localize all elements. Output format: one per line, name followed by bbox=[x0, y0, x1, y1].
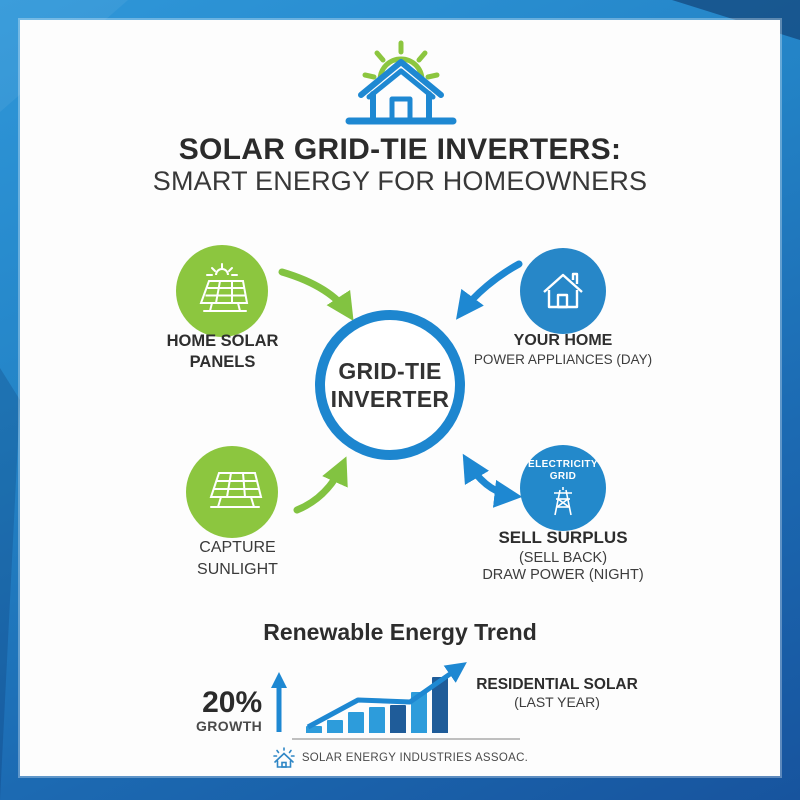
home-icon bbox=[543, 272, 583, 309]
label-sell-surplus: SELL SURPLUS (SELL BACK) DRAW POWER (NIG… bbox=[482, 528, 644, 583]
trend-bar bbox=[432, 677, 448, 733]
solar-panel-sun-icon bbox=[199, 263, 249, 312]
trend-bar bbox=[411, 692, 427, 733]
arrow-home-to-inverter bbox=[456, 260, 523, 320]
label-solar-panels: HOME SOLAR PANELS bbox=[166, 332, 279, 371]
solar-panel-icon bbox=[209, 472, 263, 508]
label-capture-sunlight: CAPTURE SUNLIGHT bbox=[197, 539, 278, 578]
grid-tie-inverter-hub: GRID-TIE INVERTER bbox=[315, 310, 465, 460]
chart-baseline bbox=[292, 738, 520, 740]
node-electricity-grid-circle: ELECTRICITY GRID bbox=[520, 445, 606, 531]
source-footer: SOLAR ENERGY INDUSTRIES ASSOAC. bbox=[0, 747, 800, 769]
trend-bar bbox=[327, 720, 343, 733]
arrow-panels-to-inverter bbox=[278, 268, 354, 322]
trend-bar bbox=[306, 726, 322, 733]
page-title: SOLAR GRID-TIE INVERTERS: bbox=[178, 133, 622, 166]
growth-label: GROWTH bbox=[196, 718, 263, 734]
trend-bar bbox=[390, 705, 406, 733]
trend-bar bbox=[348, 712, 364, 733]
page-subtitle: SMART ENERGY FOR HOMEOWNERS bbox=[152, 166, 648, 196]
trend-bars bbox=[306, 676, 458, 733]
arrow-sunlight-to-inverter bbox=[293, 456, 348, 514]
node-your-home-circle bbox=[520, 248, 606, 334]
trend-title: Renewable Energy Trend bbox=[263, 619, 537, 645]
up-arrow-icon bbox=[271, 672, 288, 732]
sun-house-icon-small bbox=[273, 747, 295, 768]
arrow-inverter-grid-bidirectional bbox=[462, 453, 523, 508]
growth-value: 20% bbox=[202, 686, 263, 719]
growth-stat: 20% GROWTH bbox=[196, 672, 288, 734]
label-your-home: YOUR HOME POWER APPLIANCES (DAY) bbox=[473, 332, 653, 367]
trend-line bbox=[306, 662, 467, 730]
sun-house-icon bbox=[345, 40, 457, 125]
source-text: SOLAR ENERGY INDUSTRIES ASSOAC. bbox=[301, 752, 529, 764]
node-solar-panels-circle bbox=[176, 245, 268, 337]
transmission-tower-icon bbox=[554, 487, 572, 516]
node-capture-sunlight-circle bbox=[186, 446, 278, 538]
trend-bar bbox=[369, 707, 385, 733]
label-residential-solar: RESIDENTIAL SOLAR (LAST YEAR) bbox=[476, 676, 638, 710]
